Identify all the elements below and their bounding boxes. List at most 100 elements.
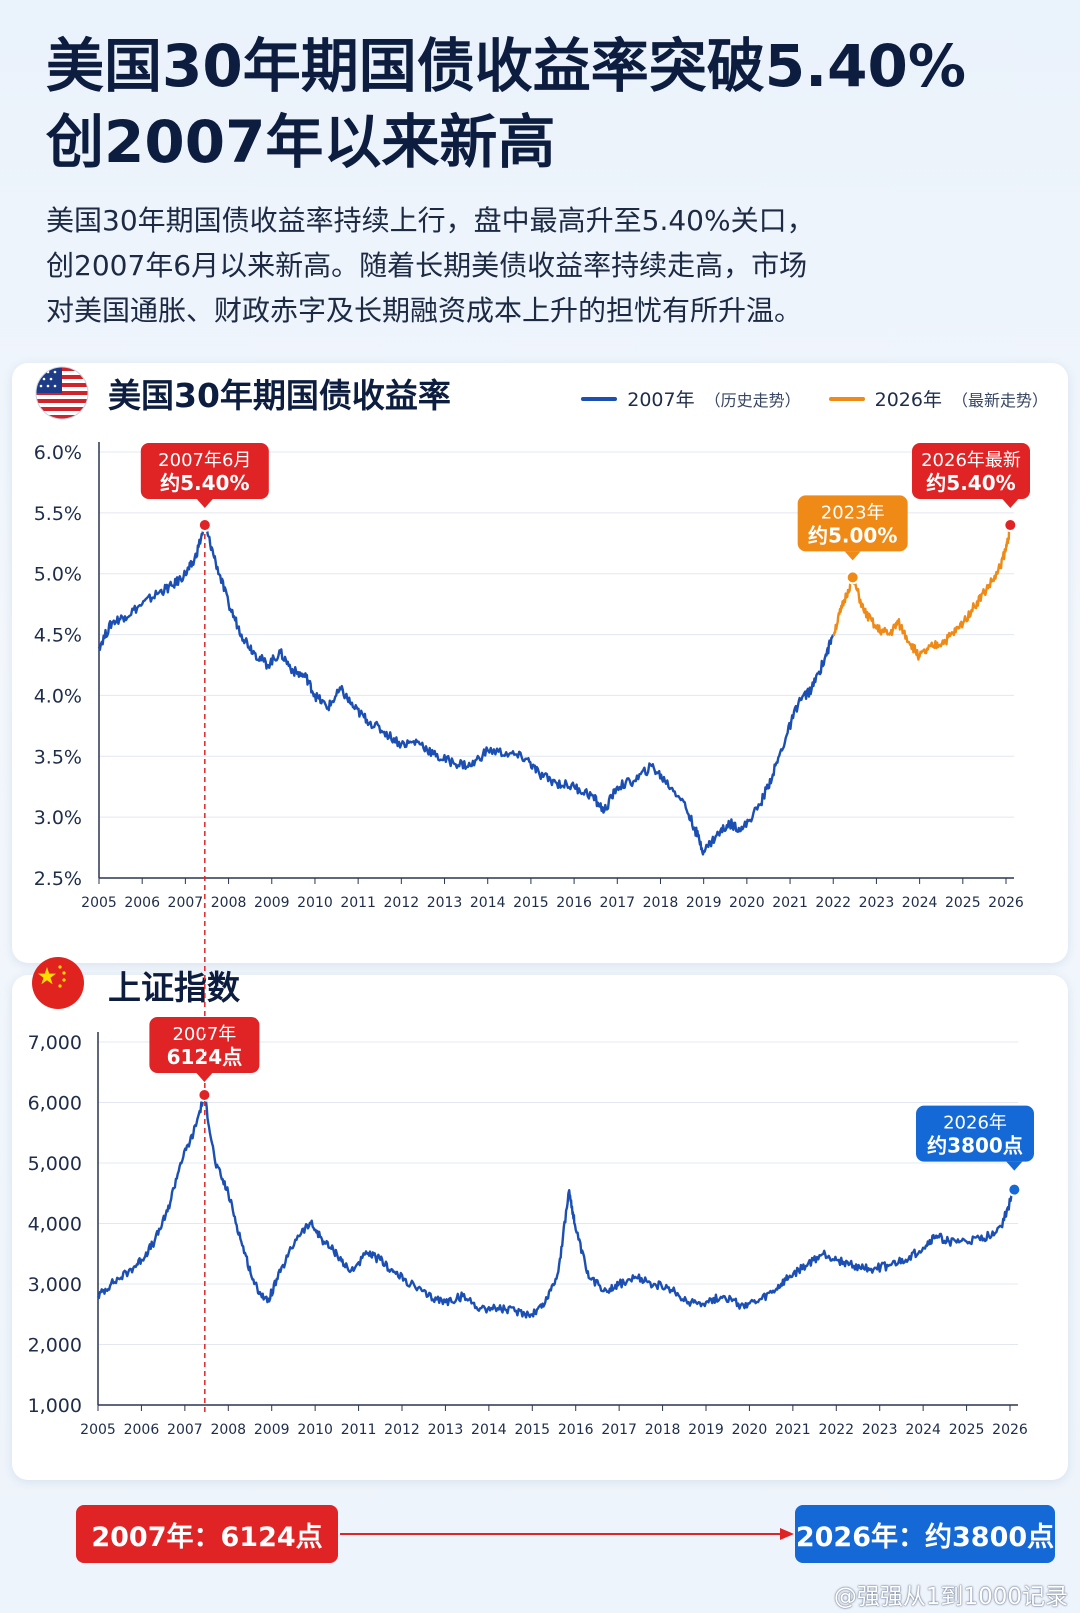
x-tick-label: 2021 xyxy=(775,1422,811,1438)
summary-paragraph: 美国30年期国债收益率持续上行，盘中最高升至5.40%关口， 创2007年6月以… xyxy=(46,198,1046,333)
x-tick-label: 2016 xyxy=(556,895,592,911)
x-tick-label: 2006 xyxy=(124,895,160,911)
watermark: @强强从1到1000记录 xyxy=(833,1584,1068,1610)
bottom-label-2026: 2026年：约3800点 xyxy=(795,1505,1055,1563)
legend-label-2026: 2026年 xyxy=(874,389,942,411)
callout-box xyxy=(916,1105,1034,1162)
cn-chart-title: 上证指数 xyxy=(108,968,240,1007)
callout-marker xyxy=(197,1087,212,1102)
us-chart-title: 美国30年期国债收益率 xyxy=(108,376,451,415)
x-tick-label: 2013 xyxy=(427,895,463,911)
callout-marker xyxy=(1003,518,1018,533)
x-tick-label: 2005 xyxy=(81,895,117,911)
callout-box xyxy=(140,443,269,500)
callout-pointer xyxy=(844,551,861,561)
bottom-label-2007: 2007年：6124点 xyxy=(76,1505,338,1563)
legend-label-2007: 2007年 xyxy=(627,389,695,411)
callout-label-line-2: 6124点 xyxy=(167,1045,243,1069)
callout-label-line-2: 约3800点 xyxy=(927,1134,1023,1158)
y-tick-label: 4.0% xyxy=(34,685,82,707)
x-tick-label: 2022 xyxy=(815,895,851,911)
y-tick-label: 5,000 xyxy=(28,1153,82,1175)
callout-label-line-1: 2007年6月 xyxy=(158,450,251,471)
x-tick-label: 2025 xyxy=(945,895,981,911)
x-tick-label: 2010 xyxy=(297,1422,333,1438)
x-tick-label: 2014 xyxy=(470,895,506,911)
x-tick-label: 2023 xyxy=(859,895,895,911)
x-tick-label: 2024 xyxy=(905,1422,941,1438)
headline-line-1: 美国30年期国债收益率突破5.40% xyxy=(46,32,966,100)
x-tick-label: 2015 xyxy=(513,895,549,911)
series-line-2 xyxy=(832,523,1012,661)
us-flag-icon xyxy=(35,366,89,420)
headline-line-2: 创2007年以来新高 xyxy=(46,108,556,176)
x-tick-label: 2022 xyxy=(818,1422,854,1438)
x-tick-label: 2010 xyxy=(297,895,333,911)
y-tick-label: 3.5% xyxy=(34,746,82,768)
x-tick-label: 2009 xyxy=(254,1422,290,1438)
x-tick-label: 2017 xyxy=(601,1422,637,1438)
callout-label-line-1: 2023年 xyxy=(821,502,885,523)
y-tick-label: 2,000 xyxy=(28,1335,82,1357)
us-chart-legend: 2007年 （历史走势） 2026年 （最新走势） xyxy=(581,385,1048,412)
x-tick-label: 2020 xyxy=(729,895,765,911)
series-line-1 xyxy=(96,1093,1015,1319)
x-tick-label: 2005 xyxy=(80,1422,116,1438)
callout-marker xyxy=(1007,1182,1022,1197)
callout-pointer xyxy=(196,499,213,509)
x-tick-label: 2007 xyxy=(168,895,204,911)
china-flag-icon xyxy=(32,957,84,1009)
x-tick-label: 2018 xyxy=(643,895,679,911)
x-tick-label: 2016 xyxy=(558,1422,594,1438)
callout-pointer xyxy=(1006,1161,1023,1171)
x-tick-label: 2025 xyxy=(949,1422,985,1438)
callout-label-line-1: 2026年最新 xyxy=(921,450,1021,471)
x-tick-label: 2011 xyxy=(341,1422,377,1438)
legend-item-2007: 2007年 （历史走势） xyxy=(581,385,801,412)
x-tick-label: 2008 xyxy=(210,1422,246,1438)
callout-label-line-1: 2026年 xyxy=(943,1113,1007,1134)
y-tick-label: 5.5% xyxy=(34,503,82,525)
callout-label-line-2: 约5.40% xyxy=(160,471,249,495)
headline: 美国30年期国债收益率突破5.40% 创2007年以来新高 xyxy=(46,28,1056,180)
x-tick-label: 2008 xyxy=(211,895,247,911)
callout-box xyxy=(797,495,908,552)
y-tick-label: 4.5% xyxy=(34,625,82,647)
x-tick-label: 2015 xyxy=(514,1422,550,1438)
callout-pointer xyxy=(196,1072,213,1082)
comparison-arrow-head xyxy=(780,1528,794,1540)
callout-marker xyxy=(845,570,860,585)
legend-item-2026: 2026年 （最新走势） xyxy=(828,385,1048,412)
x-tick-label: 2006 xyxy=(124,1422,160,1438)
callout-marker xyxy=(197,518,212,533)
y-tick-label: 6,000 xyxy=(28,1093,82,1115)
legend-note-2026: （最新走势） xyxy=(951,390,1048,410)
shanghai-index-chart-card: 上证指数 7,000 6,000 5,000 4,000 3,000 2,000 1,000… xyxy=(12,957,1068,1480)
x-tick-label: 2020 xyxy=(732,1422,768,1438)
series-line-1 xyxy=(97,523,835,856)
x-tick-label: 2014 xyxy=(471,1422,507,1438)
callout-label-line-1: 2007年 xyxy=(172,1024,236,1045)
x-tick-label: 2011 xyxy=(340,895,376,911)
x-tick-label: 2026 xyxy=(992,1422,1028,1438)
callout-pointer xyxy=(1002,499,1019,509)
us-treasury-chart-card: 美国30年期国债收益率 2007年 （历史走势） 2026年 （最新走势） 6.… xyxy=(12,363,1068,963)
x-tick-label: 2021 xyxy=(772,895,808,911)
callout-label-line-2: 约5.40% xyxy=(926,471,1015,495)
x-tick-label: 2007 xyxy=(167,1422,203,1438)
x-tick-label: 2019 xyxy=(688,1422,724,1438)
shanghai-index-chart: 7,000 6,000 5,000 4,000 3,000 2,000 1,000 2005 2… xyxy=(28,1016,1034,1438)
callout-label-line-2: 约5.00% xyxy=(808,523,897,547)
x-tick-label: 2018 xyxy=(645,1422,681,1438)
y-tick-label: 1,000 xyxy=(28,1395,82,1417)
y-tick-label: 2.5% xyxy=(34,868,82,890)
y-tick-label: 3.0% xyxy=(34,807,82,829)
summary-line-3: 对美国通胀、财政赤字及长期融资成本上升的担忧有所升温。 xyxy=(46,294,803,327)
x-tick-label: 2024 xyxy=(902,895,938,911)
legend-swatch-blue xyxy=(581,396,618,401)
x-tick-label: 2017 xyxy=(599,895,635,911)
x-tick-label: 2013 xyxy=(428,1422,464,1438)
x-tick-label: 2012 xyxy=(384,1422,420,1438)
